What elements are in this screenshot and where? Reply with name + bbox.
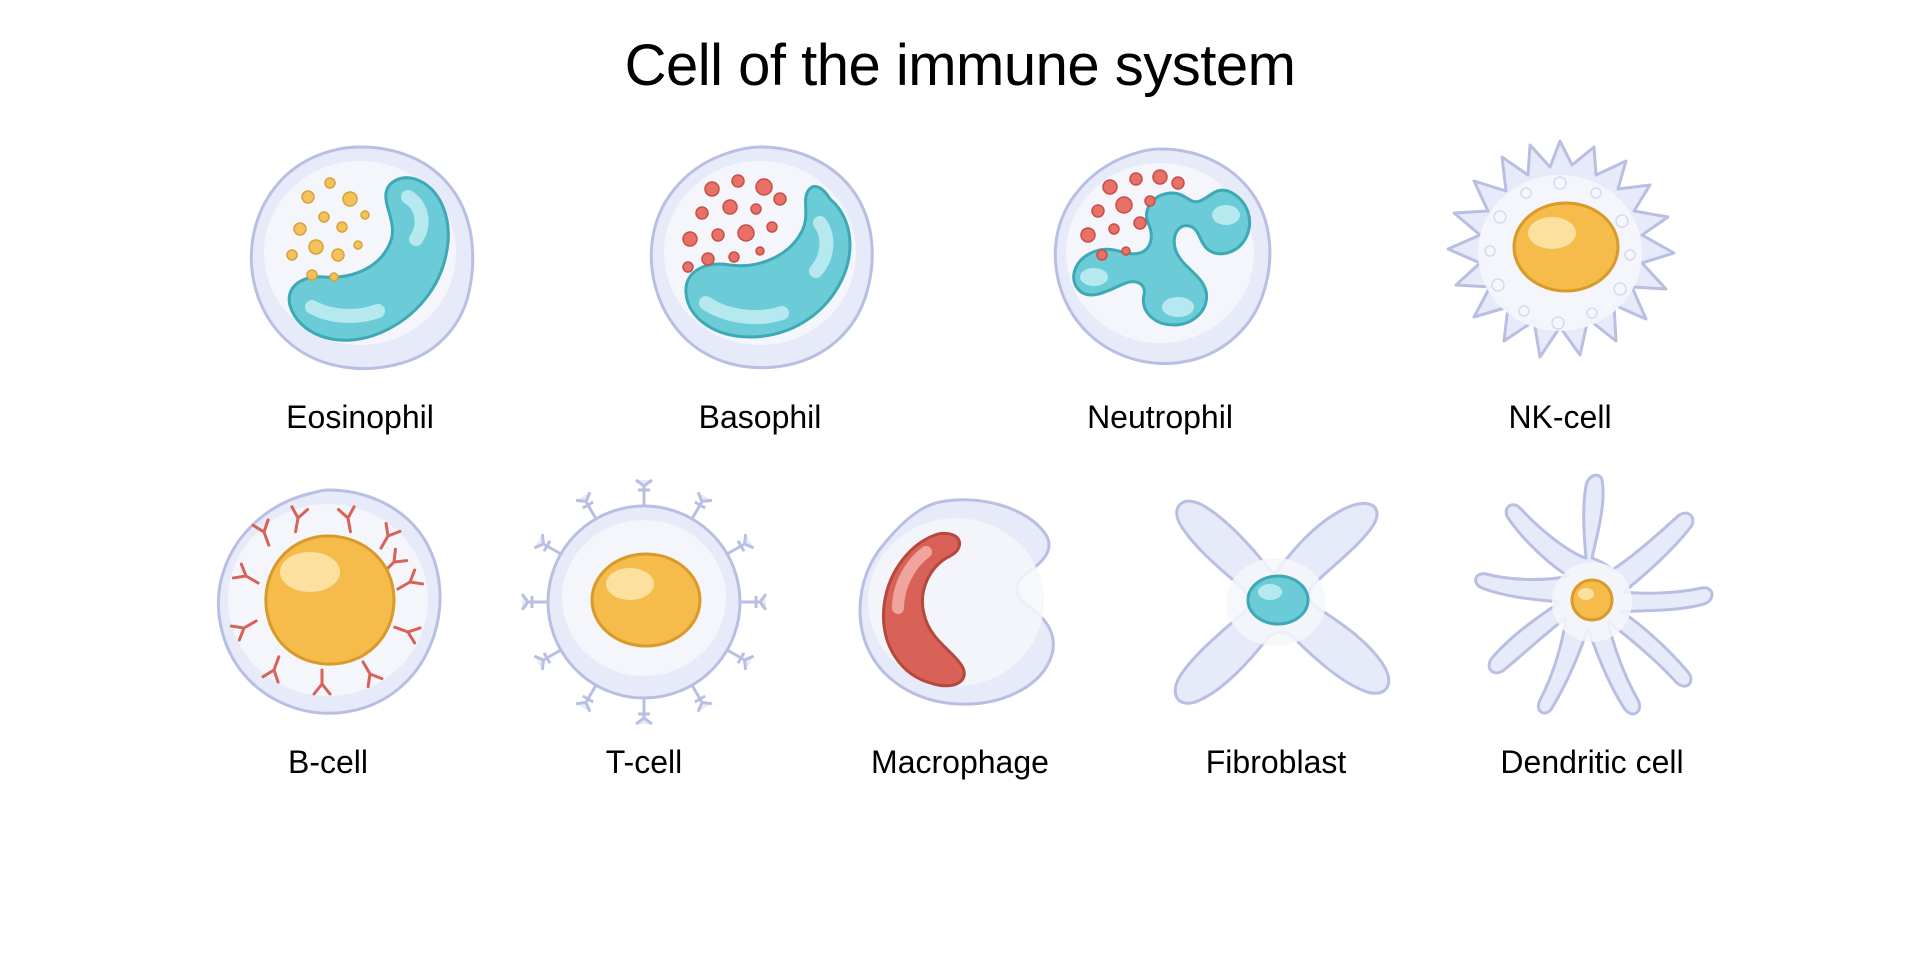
cell-label: Dendritic cell [1500,744,1683,781]
cell-label: T-cell [606,744,682,781]
cell-neutrophil: Neutrophil [1010,127,1310,436]
cell-row-2: B-cell [160,472,1760,781]
cell-label: Basophil [699,399,822,436]
cell-b: B-cell [178,472,478,781]
macrophage-icon [830,472,1090,732]
cell-label: NK-cell [1508,399,1611,436]
cell-label: Fibroblast [1206,744,1347,781]
b-cell-icon [198,472,458,732]
cell-eosinophil: Eosinophil [210,127,510,436]
cell-nk: NK-cell [1410,127,1710,436]
cell-dendritic: Dendritic cell [1442,472,1742,781]
eosinophil-icon [230,127,490,387]
cell-label: Macrophage [871,744,1049,781]
cell-macrophage: Macrophage [810,472,1110,781]
cell-t: T-cell [494,472,794,781]
nk-cell-icon [1430,127,1690,387]
cell-fibroblast: Fibroblast [1126,472,1426,781]
cell-label: Neutrophil [1087,399,1233,436]
cell-row-1: Eosinophil [160,127,1760,436]
t-cell-icon [514,472,774,732]
infographic-page: Cell of the immune system [0,0,1920,960]
cell-basophil: Basophil [610,127,910,436]
page-title: Cell of the immune system [625,32,1296,99]
neutrophil-icon [1030,127,1290,387]
dendritic-cell-icon [1462,472,1722,732]
cell-grid: Eosinophil [0,127,1920,781]
fibroblast-icon [1146,472,1406,732]
cell-label: Eosinophil [286,399,434,436]
basophil-icon [630,127,890,387]
cell-label: B-cell [288,744,368,781]
